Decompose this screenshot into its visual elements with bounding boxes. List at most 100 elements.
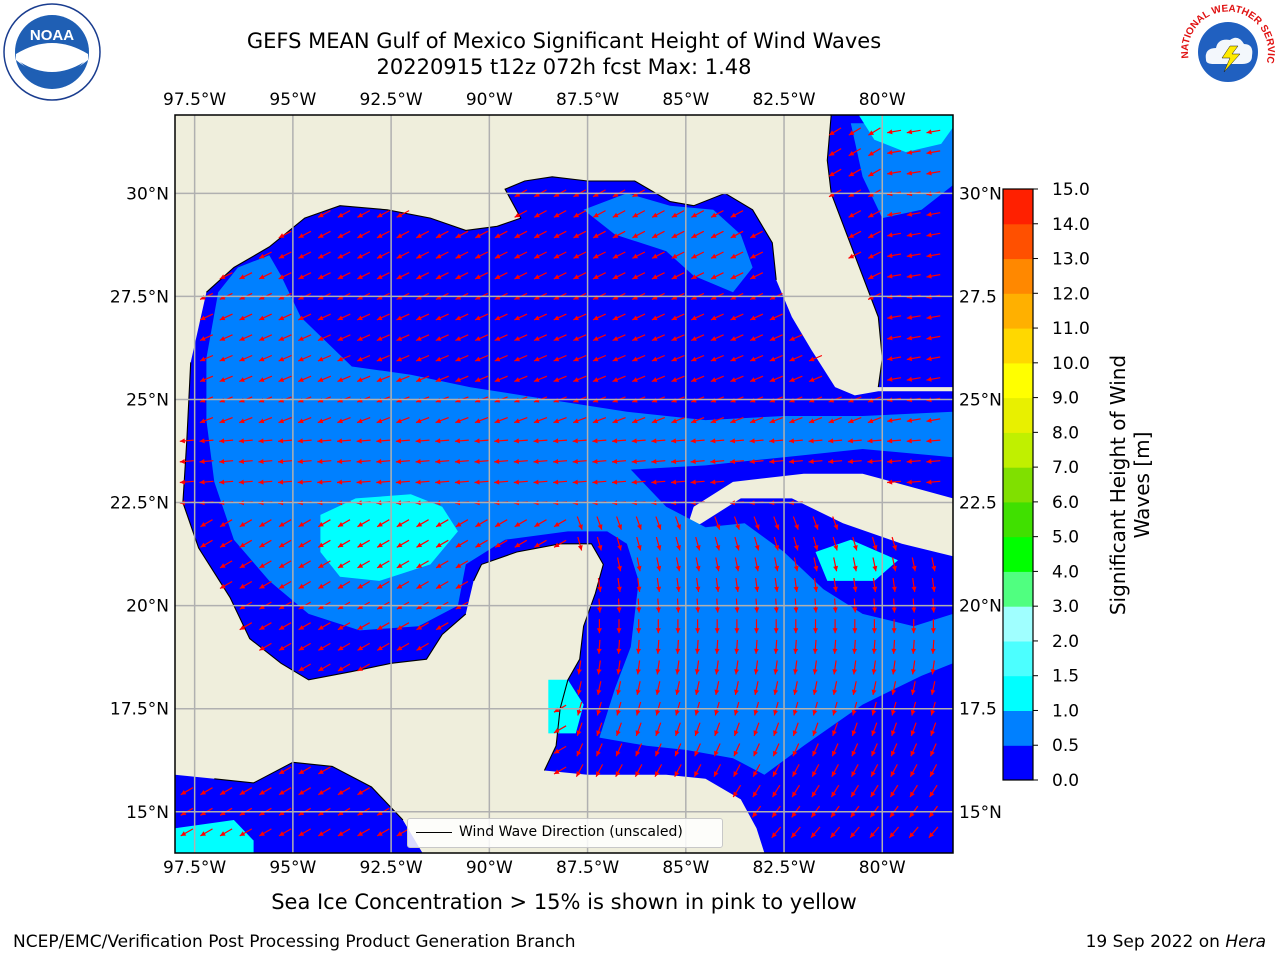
wind-wave-arrowhead (180, 790, 187, 795)
wind-wave-arrowhead (632, 418, 638, 424)
wind-wave-arrowhead (200, 315, 206, 321)
wind-wave-arrowhead (279, 604, 285, 610)
wind-wave-arrowhead (656, 524, 662, 530)
wind-wave-arrowhead (416, 233, 422, 238)
wind-wave-arrowhead (656, 565, 662, 572)
wind-wave-arrowhead (377, 645, 383, 651)
wind-wave-arrowhead (851, 791, 856, 798)
wind-wave-arrowhead (930, 771, 935, 777)
noaa-logo: NOAA (3, 3, 101, 101)
wind-wave-arrowhead (774, 586, 779, 592)
wind-wave-arrowhead (259, 790, 265, 795)
wind-wave-arrowhead (847, 459, 853, 464)
wind-wave-arrowhead (435, 336, 442, 341)
colorbar-segment (1003, 640, 1033, 677)
wind-wave-arrowhead (553, 479, 559, 485)
wind-wave-arrowhead (279, 563, 285, 568)
wind-wave-arrowhead (435, 479, 441, 485)
wind-wave-arrowhead (298, 831, 305, 836)
wind-wave-arrowhead (239, 604, 246, 610)
wind-wave-arrowhead (832, 628, 838, 634)
wind-wave-arrowhead (239, 831, 246, 836)
wind-wave-arrowhead (851, 709, 857, 716)
wind-wave-arrowhead (750, 295, 756, 300)
lon-tick-label-bottom: 97.5°W (163, 858, 226, 878)
wind-wave-arrowhead (298, 583, 305, 589)
wind-wave-arrowhead (926, 170, 932, 176)
wind-wave-arrowhead (871, 628, 877, 634)
wind-wave-arrowhead (396, 315, 403, 321)
lon-tick-label-bottom: 92.5°W (360, 858, 423, 878)
wind-wave-arrowhead (792, 730, 798, 736)
wind-wave-arrowhead (514, 233, 521, 238)
wind-wave-arrowhead (793, 689, 798, 695)
wind-wave-arrowhead (337, 253, 344, 259)
wind-wave-arrowhead (632, 377, 638, 382)
wind-wave-arrowhead (318, 583, 324, 589)
wind-wave-arrowhead (435, 438, 441, 444)
wind-wave-arrowhead (829, 171, 835, 177)
wind-wave-arrowhead (475, 377, 481, 382)
wind-wave-arrowhead (612, 377, 619, 382)
wind-wave-arrowhead (376, 336, 383, 341)
wind-wave-arrowhead (695, 565, 701, 572)
wind-wave-arrowhead (576, 689, 582, 695)
wind-wave-arrowhead (833, 565, 838, 572)
wind-wave-arrowhead (769, 356, 776, 362)
lat-tick-label-right: 30°N (959, 184, 1002, 204)
wind-wave-arrowhead (871, 709, 877, 716)
wind-wave-arrowhead (769, 336, 776, 341)
wind-wave-arrowhead (691, 356, 697, 362)
wind-wave-arrowhead (612, 212, 619, 218)
wind-wave-arrowhead (239, 625, 246, 630)
wind-wave-arrowhead (357, 522, 364, 527)
wind-wave-arrowhead (435, 315, 442, 321)
wind-wave-arrowhead (514, 212, 521, 218)
wind-wave-arrowhead (910, 689, 916, 695)
wind-wave-arrowhead (730, 315, 737, 321)
wind-wave-arrowhead (593, 315, 599, 321)
wind-wave-arrowhead (616, 730, 621, 736)
wind-wave-arrowhead (533, 479, 539, 485)
wind-wave-arrowhead (259, 315, 265, 321)
wind-wave-arrowhead (318, 810, 324, 816)
wind-wave-arrowhead (887, 232, 893, 238)
wind-wave-arrowhead (651, 356, 658, 362)
wind-wave-arrowhead (415, 438, 421, 444)
wind-wave-arrowhead (655, 648, 661, 654)
wind-wave-arrowhead (675, 586, 681, 592)
wind-wave-arrowhead (534, 522, 540, 527)
colorbar-tick-label: 9.0 (1052, 389, 1079, 409)
wind-wave-arrowhead (792, 771, 798, 777)
wind-wave-arrowhead (729, 459, 736, 464)
wind-wave-arrowhead (812, 709, 818, 716)
wind-wave-arrowhead (870, 791, 876, 798)
wind-wave-arrowhead (714, 730, 719, 736)
wind-wave-arrowhead (852, 545, 858, 551)
wind-wave-arrowhead (636, 607, 642, 613)
wind-wave-arrowhead (655, 689, 661, 695)
wind-wave-arrowhead (298, 563, 305, 568)
wind-wave-arrowhead (573, 356, 579, 362)
wind-wave-arrowhead (733, 709, 739, 716)
wind-wave-arrowhead (652, 274, 658, 279)
wind-wave-arrowhead (631, 459, 637, 464)
lon-tick-label-top: 87.5°W (556, 90, 619, 110)
wind-wave-arrowhead (631, 438, 637, 444)
wind-wave-arrowhead (219, 356, 226, 362)
wind-wave-arrowhead (691, 212, 697, 218)
wind-wave-arrowhead (791, 811, 797, 818)
wind-wave-arrowhead (279, 583, 285, 589)
wind-wave-arrowhead (573, 233, 580, 238)
water-band-0.5-1m (206, 255, 953, 775)
wind-wave-arrowhead (416, 604, 423, 610)
wind-wave-arrowhead (734, 565, 740, 572)
wind-wave-arrowhead (791, 832, 797, 838)
wind-wave-arrowhead (828, 438, 834, 444)
wind-wave-arrowhead (906, 314, 913, 320)
wind-wave-arrowhead (337, 377, 344, 382)
wind-wave-arrowhead (298, 604, 305, 610)
lon-tick-label-bottom: 85°W (662, 858, 709, 878)
wind-wave-arrowhead (199, 418, 206, 424)
wind-wave-arrowhead (200, 542, 206, 548)
